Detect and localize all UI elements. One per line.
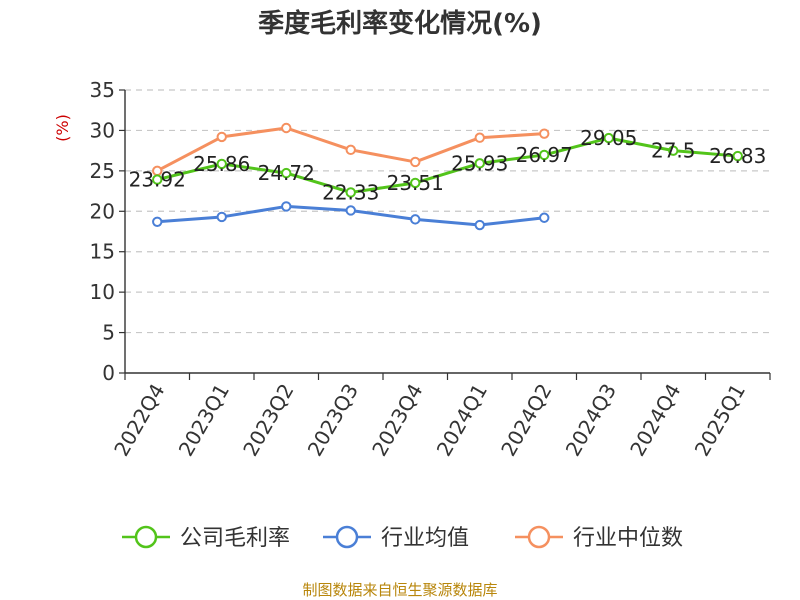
x-tick-label: 2023Q1 — [174, 380, 234, 461]
x-tick-label: 2025Q1 — [690, 380, 750, 461]
data-labels: 23.92 25.86 24.72 22.33 23.51 25.93 26.97 29.05… — [129, 126, 767, 204]
data-label: 27.5 — [651, 139, 696, 163]
y-tick-label: 30 — [90, 118, 115, 142]
y-tick-label: 10 — [90, 280, 115, 304]
data-label: 29.05 — [580, 126, 637, 150]
x-tick-label: 2023Q3 — [303, 380, 363, 461]
data-point — [668, 145, 679, 156]
legend-marker — [335, 525, 359, 549]
data-point — [216, 158, 227, 170]
data-point — [345, 205, 356, 216]
x-tick-label: 2024Q4 — [625, 380, 685, 461]
data-point — [474, 132, 485, 143]
y-tick-label: 15 — [90, 240, 115, 264]
data-label: 26.97 — [516, 143, 573, 167]
data-label: 22.33 — [322, 180, 379, 204]
data-label: 24.72 — [258, 161, 315, 185]
y-tick-label: 35 — [90, 78, 115, 102]
data-label: 25.93 — [451, 151, 508, 175]
x-tick-label: 2023Q2 — [238, 380, 298, 461]
data-point — [410, 156, 421, 168]
x-tick-label: 2023Q4 — [367, 380, 427, 461]
data-label: 25.86 — [193, 152, 250, 176]
data-label: 26.83 — [709, 144, 766, 168]
chart-title: 季度毛利率变化情况(%) — [258, 8, 542, 39]
data-point — [732, 150, 743, 162]
data-point — [281, 167, 292, 179]
legend-label: 行业中位数 — [573, 526, 683, 551]
data-point — [474, 219, 485, 231]
data-label: 23.51 — [387, 171, 444, 195]
y-tick-label: 0 — [102, 361, 115, 385]
legend: 公司毛利率 行业均值 行业中位数 — [122, 525, 683, 551]
data-point — [410, 177, 421, 189]
data-point — [216, 131, 227, 143]
data-point — [474, 158, 485, 169]
legend-marker — [134, 525, 158, 549]
data-point — [539, 149, 550, 161]
data-point — [410, 214, 421, 225]
source-note: 制图数据来自恒生聚源数据库 — [302, 581, 497, 599]
x-tick-label: 2022Q4 — [109, 380, 169, 461]
series-lines — [152, 122, 743, 231]
data-point — [539, 212, 550, 223]
data-point — [216, 211, 227, 223]
legend-marker — [527, 525, 551, 549]
grid-lines — [125, 89, 770, 334]
data-label: 23.92 — [129, 168, 186, 192]
y-axis-label: (%) — [53, 114, 72, 142]
legend-label: 公司毛利率 — [180, 526, 290, 551]
data-point — [539, 128, 550, 139]
y-tick-label: 25 — [90, 159, 115, 183]
data-point — [152, 174, 163, 185]
data-point — [345, 144, 356, 156]
data-point — [345, 187, 356, 198]
legend-label: 行业均值 — [381, 526, 469, 551]
data-point — [603, 132, 614, 144]
data-point — [152, 216, 163, 227]
y-tick-label: 5 — [102, 321, 115, 345]
x-tick-label: 2024Q3 — [561, 380, 621, 461]
data-point — [281, 122, 292, 134]
series-line — [156, 136, 738, 194]
data-point — [281, 201, 292, 212]
x-tick-label: 2024Q1 — [432, 380, 492, 461]
y-tick-label: 20 — [90, 199, 115, 223]
x-tick-label: 2024Q2 — [496, 380, 556, 461]
